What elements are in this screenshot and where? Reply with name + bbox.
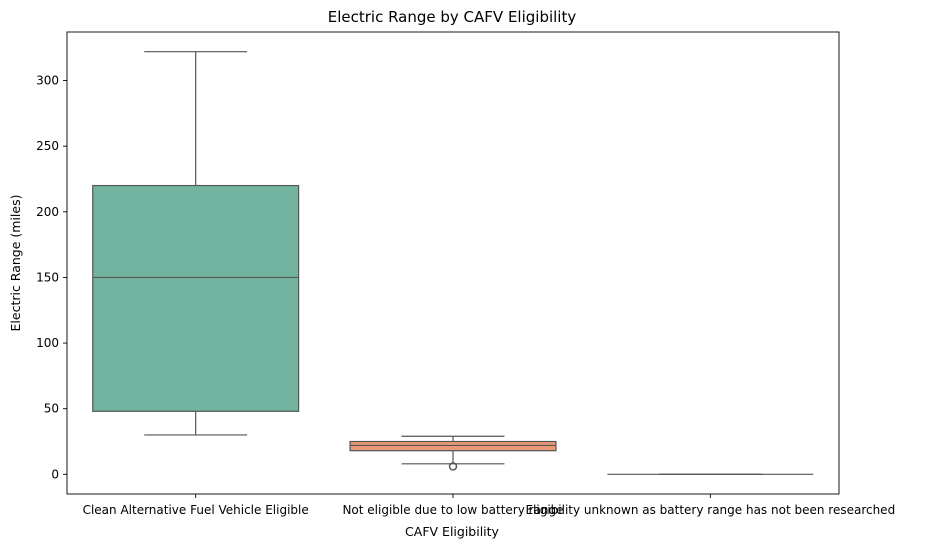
y-axis: 0 50 100 150 200 250 300 <box>36 74 67 481</box>
chart-title: Electric Range by CAFV Eligibility <box>328 8 577 26</box>
x-tick-label: Clean Alternative Fuel Vehicle Eligible <box>83 503 309 517</box>
box-iqr <box>92 184 300 412</box>
outlier-point <box>448 462 458 471</box>
y-tick-label: 150 <box>36 270 59 284</box>
y-tick-label: 0 <box>51 467 59 481</box>
y-axis-label: Electric Range (miles) <box>8 195 23 332</box>
x-axis-label: CAFV Eligibility <box>405 524 499 539</box>
x-axis: Clean Alternative Fuel Vehicle Eligible N… <box>83 494 895 517</box>
box-group <box>349 435 557 471</box>
y-tick-label: 50 <box>44 402 59 416</box>
y-tick-label: 100 <box>36 336 59 350</box>
plot-frame <box>66 31 840 495</box>
y-tick-label: 250 <box>36 139 59 153</box>
box-iqr <box>349 440 557 452</box>
plot-area <box>92 51 814 475</box>
x-tick-label: Not eligible due to low battery range <box>342 503 563 517</box>
box-group <box>92 51 300 436</box>
y-tick-label: 300 <box>36 74 59 88</box>
y-tick-label: 200 <box>36 205 59 219</box>
x-tick-label: Eligibility unknown as battery range has… <box>525 503 895 517</box>
